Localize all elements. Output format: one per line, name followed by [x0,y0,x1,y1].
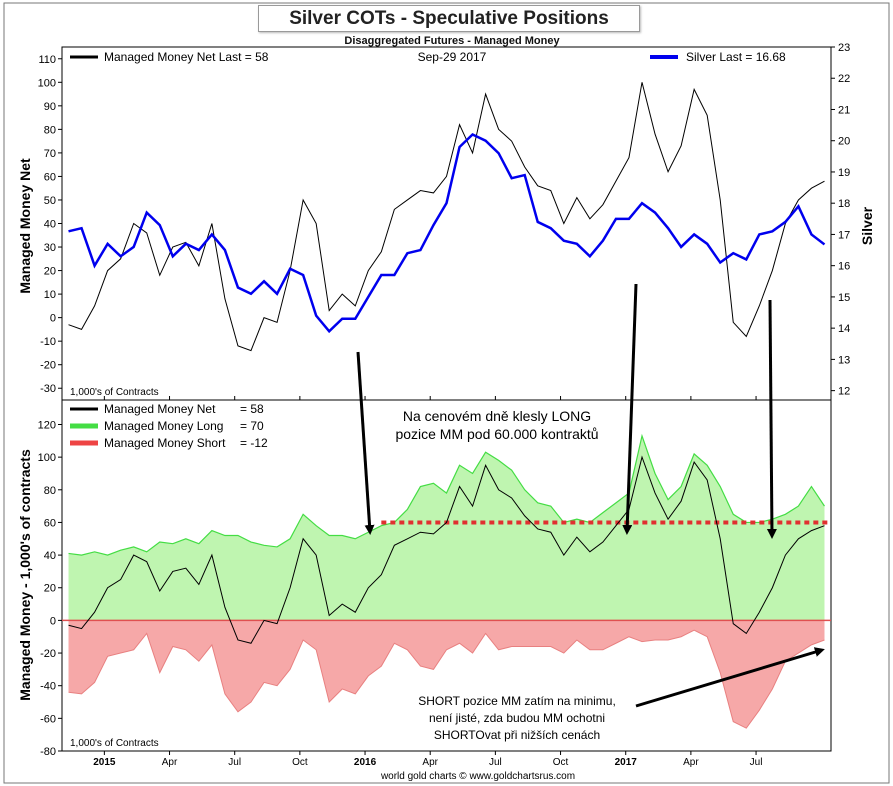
y-tick-label-left: 70 [44,148,56,160]
y-axis-title-bottom: Managed Money - 1,000's of contracts [17,449,33,701]
y-axis-title-right: Silver [859,206,875,245]
annotation-bottom-line2: není jisté, zda budou MM ochotni [429,711,605,725]
y-tick-label-bottom: 20 [44,583,56,595]
x-tick-label: Jul [489,757,502,768]
y-tick-label-bottom: 120 [38,419,56,431]
short-area [68,620,825,729]
top-units-label: 1,000's of Contracts [70,387,159,398]
legend-long-label: Managed Money Long [104,419,223,433]
x-tick-label: Apr [683,757,699,768]
y-tick-label-right: 18 [838,198,850,210]
tick-layer: -30 -20 -10 0 10 20 30 40 50 60 70 80 90 100 110 12 13 14… [38,42,851,768]
y-tick-label-right: 21 [838,104,850,116]
legend-net-bottom-value: = 58 [240,402,264,416]
legend-net-top: Managed Money Net Last = 58 [104,50,269,64]
arrow-2016-low [356,351,375,535]
legend-net-bottom-label: Managed Money Net [104,402,216,416]
y-tick-label-left: 110 [38,54,56,66]
top-panel [61,46,832,401]
chart-subtitle: Disaggregated Futures - Managed Money [344,35,560,47]
arrow-jul-2017-low [766,299,777,539]
y-tick-label-left: 100 [38,77,56,89]
legend-long-value: = 70 [240,419,264,433]
x-tick-label: Apr [422,757,438,768]
y-tick-label-left: 40 [44,219,56,231]
y-tick-label-right: 20 [838,136,850,148]
y-tick-label-bottom: -40 [40,681,56,693]
chart-credit: world gold charts © www.goldchartsrus.co… [380,771,575,782]
y-tick-label-bottom: -80 [40,746,56,758]
x-tick-label: Oct [292,757,308,768]
y-tick-label-bottom: -60 [40,713,56,725]
outer-border [3,2,890,784]
y-tick-label-bottom: 80 [44,485,56,497]
chart-title: Silver COTs - Speculative Positions [258,5,640,32]
y-tick-label-left: 20 [44,266,56,278]
line-layer [68,82,826,644]
y-tick-label-left: -30 [40,383,56,395]
y-tick-label-right: 23 [838,42,850,54]
x-tick-label: 2016 [354,757,377,768]
y-axis-title-left: Managed Money Net [17,158,33,294]
long-area-edge [68,433,825,556]
y-tick-label-right: 22 [838,73,850,85]
x-tick-label: Oct [553,757,569,768]
y-tick-label-bottom: 60 [44,517,56,529]
x-tick-label: Jul [228,757,241,768]
chart-date: Sep-29 2017 [418,50,487,64]
y-tick-label-right: 19 [838,167,850,179]
annotation-top-line1: Na cenovém dně klesly LONG [403,408,591,424]
y-tick-label-right: 15 [838,292,850,304]
y-tick-label-bottom: -20 [40,648,56,660]
y-tick-label-right: 17 [838,229,850,241]
series-line-net-bottom [68,455,825,644]
series-line-net-top [68,82,825,352]
bottom-units-label: 1,000's of Contracts [70,738,159,749]
y-tick-label-bottom: 0 [50,615,56,627]
short-area-edge [68,629,825,729]
y-tick-label-right: 14 [838,323,850,335]
legend-short-value: = -12 [240,436,268,450]
y-tick-label-left: 60 [44,171,56,183]
y-tick-label-left: 10 [44,289,56,301]
legend-short-label: Managed Money Short [104,436,226,450]
x-tick-label: Apr [162,757,178,768]
y-tick-label-left: 90 [44,101,56,113]
x-tick-label: 2015 [93,757,116,768]
y-tick-label-left: 30 [44,242,56,254]
annotation-top-line2: pozice MM pod 60.000 kontraktů [395,426,598,442]
x-tick-label: 2017 [615,757,638,768]
y-tick-label-bottom: 100 [38,452,56,464]
arrow-short-minimum [635,647,825,708]
x-tick-label: Jul [750,757,763,768]
y-tick-label-left: 80 [44,124,56,136]
legend-silver: Silver Last = 16.68 [686,50,786,64]
grid-layer [62,520,831,622]
y-tick-label-left: 0 [50,313,56,325]
y-tick-label-left: -10 [40,336,56,348]
y-tick-label-left: 50 [44,195,56,207]
y-tick-label-right: 13 [838,354,850,366]
series-line-silver [68,132,826,334]
y-tick-label-right: 12 [838,386,850,398]
annotation-bottom-line3: SHORTOvat při nižších cenách [434,728,600,742]
arrow-2017-low [622,283,638,535]
y-tick-label-left: -20 [40,360,56,372]
y-tick-label-right: 16 [838,261,850,273]
annotation-bottom-line1: SHORT pozice MM zatím na minimu, [418,694,616,708]
y-tick-label-bottom: 40 [44,550,56,562]
